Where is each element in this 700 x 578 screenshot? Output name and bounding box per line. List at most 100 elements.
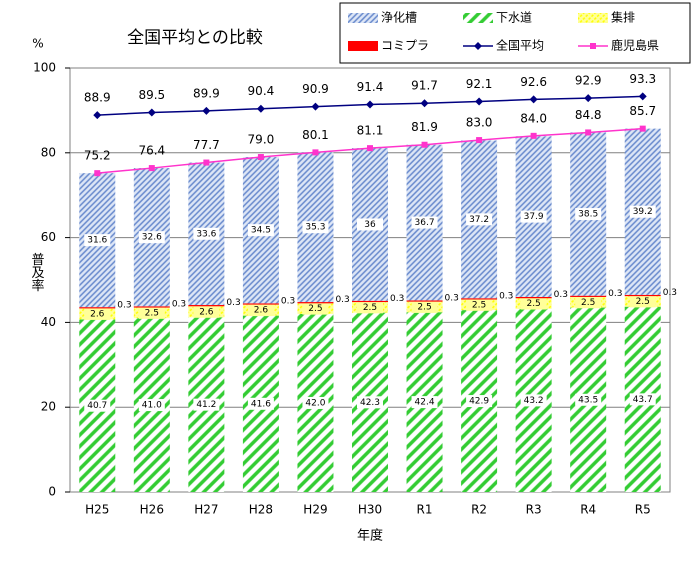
data-label: 83.0 [466,116,493,130]
data-label: 2.5 [308,304,322,314]
legend-swatch [578,13,608,23]
data-label: 39.2 [633,207,653,217]
legend-label: 鹿児島県 [611,38,659,53]
data-label: 0.3 [445,293,459,303]
data-label: 0.3 [226,298,240,308]
chart-title: 全国平均との比較 [127,28,263,48]
bar-segment [79,307,116,309]
data-label: 33.6 [196,229,216,239]
marker [311,102,320,111]
data-label: 2.5 [145,308,159,318]
data-label: 2.5 [472,300,486,310]
data-label: 2.5 [417,302,431,312]
marker [420,99,429,108]
data-label: 42.3 [360,398,380,408]
marker [312,149,319,156]
data-label: 93.3 [629,72,656,86]
data-label: 0.3 [499,291,513,301]
data-label: 88.9 [84,91,111,105]
legend-label: 集排 [611,10,635,25]
data-label: 91.7 [411,79,438,93]
data-label: 0.3 [554,290,568,300]
data-label: 2.5 [363,303,377,313]
unit-label: % [32,37,43,51]
legend-label: 浄化槽 [381,11,417,25]
legend-label: 全国平均 [496,38,544,53]
data-label: 2.6 [90,309,105,319]
data-label: 90.9 [302,82,329,96]
legend-label: 下水道 [496,11,532,25]
marker [147,108,156,117]
data-label: 42.4 [415,398,435,408]
data-label: 2.6 [199,307,214,317]
marker [639,125,646,132]
x-tick-label: R3 [526,503,542,517]
data-label: 2.5 [581,298,595,308]
data-label: 0.3 [663,288,677,298]
data-label: 43.7 [633,395,653,405]
data-label: 36 [364,220,376,230]
y-tick-label: 20 [41,400,56,414]
data-label: 80.1 [302,128,329,142]
data-label: 41.2 [196,400,216,410]
y-axis-label: 普及率 [29,253,45,292]
bar-segment [188,305,225,307]
bar-segment [406,300,443,302]
data-label: 0.3 [281,296,295,306]
y-tick-label: 40 [41,315,56,329]
data-label: 0.3 [172,299,186,309]
marker [530,132,537,139]
data-label: 90.4 [248,84,275,98]
x-tick-label: H28 [249,503,273,517]
x-tick-label: H26 [140,503,164,517]
marker [94,170,101,177]
legend-swatch [348,41,378,51]
data-label: 2.5 [636,297,650,307]
data-label: 43.5 [578,395,598,405]
marker [203,159,210,166]
marker [367,145,373,152]
data-label: 34.5 [251,226,271,236]
data-label: 89.5 [138,88,165,102]
legend-marker [590,43,596,49]
marker [584,94,593,103]
legend-marker [474,42,482,50]
bar-segment [242,303,279,305]
x-tick-label: R2 [471,503,487,517]
data-label: 41.6 [251,399,271,409]
data-label: 42.9 [469,397,489,407]
bar-segment [515,296,552,299]
x-tick-label: R1 [417,503,433,517]
bar-segment [297,302,334,304]
marker [475,97,484,106]
marker [529,95,538,104]
x-tick-label: R4 [580,503,596,517]
data-label: 91.4 [357,80,384,94]
marker [638,92,647,101]
data-label: 43.2 [524,396,544,406]
y-tick-label: 100 [33,61,56,75]
data-label: 35.3 [305,223,325,233]
y-tick-label: 80 [41,145,56,159]
marker [257,154,264,161]
data-label: 0.3 [117,300,131,310]
data-label: 85.7 [629,104,656,118]
marker [148,165,155,172]
x-tick-label: R5 [635,503,651,517]
data-label: 41.0 [142,401,162,411]
data-label: 32.6 [142,233,162,243]
legend-box [339,2,691,64]
data-label: 84.8 [575,108,602,122]
data-label: 0.3 [390,294,404,304]
marker [421,141,428,148]
x-tick-label: H30 [358,503,382,517]
marker [585,129,592,136]
x-tick-label: H29 [303,503,327,517]
data-label: 89.9 [193,86,220,100]
bar-segment [570,295,607,297]
legend-label: コミプラ [381,39,429,53]
marker [202,106,211,115]
data-label: 79.0 [248,133,275,147]
data-label: 40.7 [87,401,107,411]
